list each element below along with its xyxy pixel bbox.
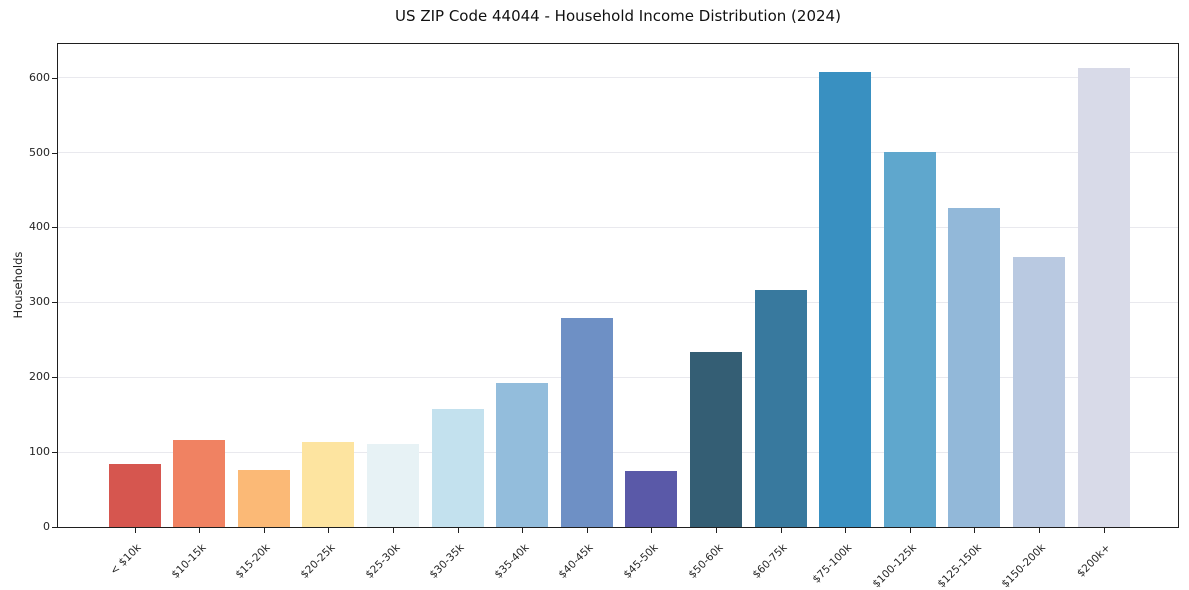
bar--125-150k	[948, 208, 1001, 527]
x-tick-mark	[199, 528, 201, 533]
x-tick-label-text: $15-20k	[233, 541, 273, 581]
y-tick-label: 300	[29, 295, 50, 309]
x-tick-mark	[909, 528, 911, 533]
x-tick-mark	[586, 528, 588, 533]
x-tick-label-text: $30-35k	[427, 541, 467, 581]
x-tick-label-text: $100-125k	[870, 541, 919, 590]
x-tick-mark	[392, 528, 394, 533]
x-tick-mark	[522, 528, 524, 533]
bar--30-35k	[431, 408, 484, 527]
y-tick-mark	[52, 77, 57, 79]
bar--25-30k	[366, 443, 419, 527]
x-tick-mark	[263, 528, 265, 533]
y-tick-label: 400	[29, 220, 50, 234]
y-tick-label: 500	[29, 145, 50, 159]
bar--10k	[108, 464, 161, 527]
y-tick-label: 200	[29, 370, 50, 384]
y-tick-label: 100	[29, 445, 50, 459]
bar--35-40k	[496, 383, 549, 527]
gridline	[58, 226, 1178, 228]
x-tick-mark	[845, 528, 847, 533]
x-tick-mark	[1103, 528, 1105, 533]
y-tick-mark	[52, 527, 57, 528]
x-tick-mark	[974, 528, 976, 533]
x-tick-label-text: $60-75k	[750, 541, 790, 581]
y-tick-mark	[52, 227, 57, 229]
x-tick-label-text: < $10k	[108, 541, 144, 578]
x-tick-mark	[780, 528, 782, 533]
bar--100-125k	[883, 151, 936, 527]
x-tick-label-text: $150-200k	[999, 541, 1049, 590]
gridline	[58, 376, 1178, 378]
x-tick-label-text: $125-150k	[935, 541, 984, 590]
gridline	[58, 451, 1178, 453]
y-tick-mark	[52, 302, 57, 304]
y-tick-mark	[52, 152, 57, 154]
chart-title: US ZIP Code 44044 - Household Income Dis…	[395, 7, 841, 25]
bar--75-100k	[819, 72, 872, 527]
x-tick-mark	[715, 528, 717, 533]
x-tick-label-text: $10-15k	[169, 541, 209, 581]
bar--60-75k	[754, 289, 807, 527]
x-tick-label-text: $35-40k	[492, 541, 532, 581]
bar--15-20k	[237, 470, 290, 527]
gridline	[58, 77, 1178, 79]
y-tick-mark	[52, 377, 57, 379]
x-tick-mark	[134, 528, 136, 533]
x-tick-label-text: $200k+	[1074, 541, 1113, 580]
x-tick-mark	[1038, 528, 1040, 533]
y-tick-label: 600	[29, 70, 50, 84]
bar--10-15k	[173, 440, 226, 527]
x-tick-label-text: $75-100k	[810, 541, 855, 586]
x-tick-label-text: $40-45k	[556, 541, 596, 581]
bar--40-45k	[560, 318, 613, 527]
bar--20-25k	[302, 442, 355, 527]
x-tick-mark	[457, 528, 459, 533]
gridline	[58, 152, 1178, 154]
x-tick-label-text: $50-60k	[686, 541, 726, 581]
x-tick-mark	[328, 528, 330, 533]
gridline	[58, 301, 1178, 303]
x-tick-label-text: $20-25k	[298, 541, 338, 581]
x-tick-mark	[651, 528, 653, 533]
bar--150-200k	[1012, 256, 1065, 527]
bar--50-60k	[689, 351, 742, 527]
y-tick-mark	[52, 452, 57, 454]
plot-area	[57, 43, 1179, 528]
y-tick-label: 0	[43, 520, 50, 533]
x-tick-label-text: $45-50k	[621, 541, 661, 581]
bar--200k-	[1077, 67, 1130, 527]
bar--45-50k	[625, 470, 678, 527]
x-tick-label-text: $25-30k	[363, 541, 403, 581]
